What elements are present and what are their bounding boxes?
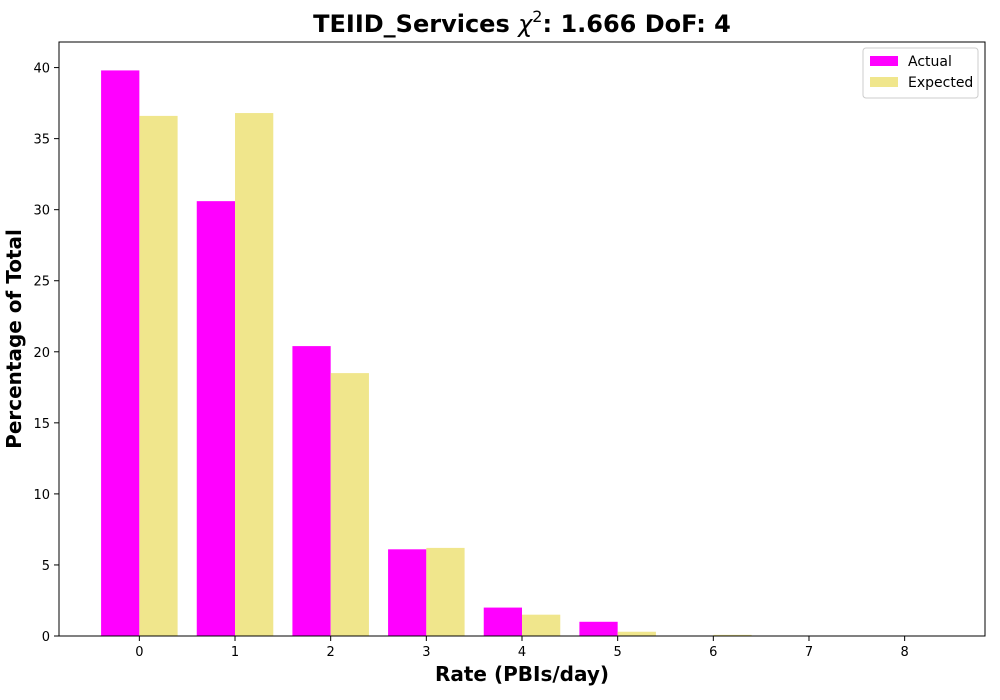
bar-expected-1: [235, 113, 274, 637]
x-tick-label: 6: [709, 645, 717, 660]
bar-actual-0: [101, 70, 140, 637]
bar-actual-2: [292, 346, 331, 636]
chart-title-suffix: : 1.666 DoF: 4: [542, 10, 730, 38]
x-tick-label: 0: [135, 645, 143, 660]
bar-expected-4: [522, 614, 561, 636]
legend-swatch-actual: [870, 56, 898, 66]
legend: Actual Expected: [862, 47, 979, 99]
x-tick-label: 7: [805, 645, 813, 660]
chart-title: TEIID_Services χ2: 1.666 DoF: 4: [313, 7, 731, 38]
y-tick-label: 0: [42, 630, 50, 645]
legend-swatch-expected: [870, 77, 898, 87]
x-tick-label: 2: [327, 645, 335, 660]
bar-actual-3: [388, 549, 427, 636]
x-tick-label: 1: [231, 645, 239, 660]
bar-expected-0: [139, 115, 178, 637]
y-tick-label: 30: [33, 204, 50, 219]
plot-frame: [58, 41, 986, 637]
bars-group: [101, 70, 752, 637]
y-axis: 0 5 10 15 20 25 30 35 40: [33, 62, 59, 645]
x-tick-label: 4: [518, 645, 526, 660]
y-tick-label: 10: [33, 488, 50, 503]
legend-label-actual: Actual: [908, 54, 952, 70]
bar-actual-1: [196, 201, 236, 636]
bar-expected-2: [330, 373, 369, 636]
y-tick-label: 35: [33, 133, 50, 148]
bar-expected-3: [426, 547, 465, 636]
bar-expected-6: [713, 634, 752, 636]
y-tick-label: 15: [33, 417, 50, 432]
bar-expected-5: [617, 631, 656, 636]
y-tick-label: 40: [33, 62, 50, 77]
chart-title-prefix: TEIID_Services: [313, 10, 518, 38]
bar-actual-5: [579, 621, 618, 636]
y-tick-label: 20: [33, 346, 50, 361]
legend-label-expected: Expected: [908, 75, 973, 91]
bar-actual-4: [483, 607, 522, 636]
x-axis-title: Rate (PBIs/day): [435, 662, 609, 686]
x-tick-label: 5: [614, 645, 622, 660]
y-tick-label: 25: [33, 275, 50, 290]
x-tick-label: 8: [901, 645, 909, 660]
x-axis: 0 1 2 3 4 5 6 7 8: [135, 636, 909, 660]
chart-title-exponent: 2: [532, 7, 542, 26]
y-tick-label: 5: [42, 559, 50, 574]
y-axis-title: Percentage of Total: [2, 229, 26, 449]
chart-title-chi: χ: [516, 10, 533, 38]
x-tick-label: 3: [422, 645, 430, 660]
